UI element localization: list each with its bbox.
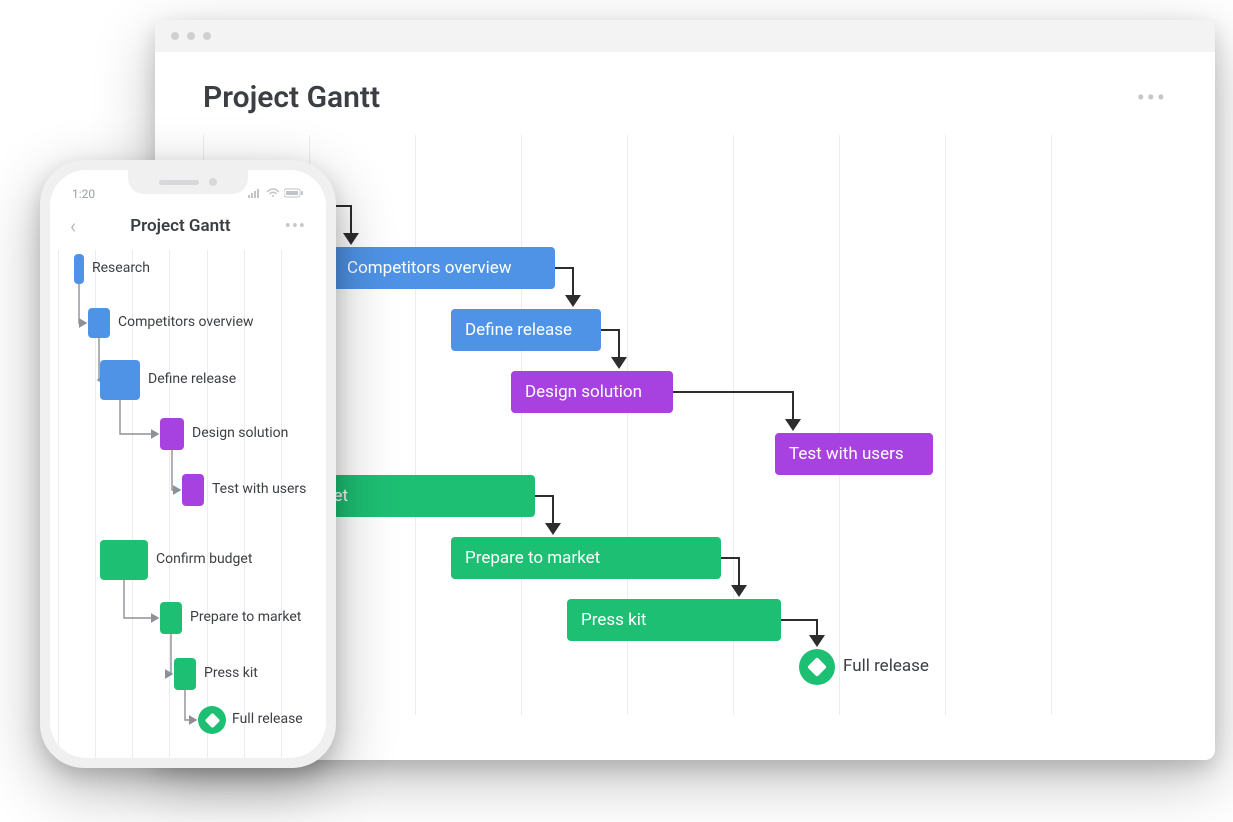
window-zoom-icon[interactable]: [203, 32, 211, 40]
milestone-diamond-icon: [204, 712, 220, 728]
status-indicators: [248, 187, 304, 201]
task-label: Competitors overview: [118, 314, 254, 330]
window-minimize-icon[interactable]: [187, 32, 195, 40]
phone-notch: [128, 170, 248, 194]
signal-icon: [248, 187, 262, 201]
more-menu-icon[interactable]: •••: [1137, 84, 1167, 112]
window-close-icon[interactable]: [171, 32, 179, 40]
task-bar-competitors[interactable]: [88, 308, 110, 338]
task-bar-label: Define release: [465, 320, 572, 340]
task-bar-define[interactable]: Define release: [451, 309, 601, 351]
task-bar-budget[interactable]: [100, 540, 148, 580]
gridline: [281, 250, 318, 758]
milestone-label: Full release: [843, 656, 929, 676]
task-bar-label: Test with users: [789, 444, 904, 464]
wifi-icon: [266, 187, 280, 201]
phone-screen: 1:20 ‹ Project Gantt ••• Research Competi…: [50, 170, 326, 758]
task-bar-define[interactable]: [100, 360, 140, 400]
task-bar-press[interactable]: [174, 658, 196, 690]
camera-icon: [209, 178, 217, 186]
gridline: [945, 135, 1051, 715]
page-title: Project Gantt: [203, 80, 380, 115]
gridline: [415, 135, 521, 715]
task-bar-test[interactable]: Test with users: [775, 433, 933, 475]
back-button[interactable]: ‹: [70, 214, 76, 238]
task-bar-test[interactable]: [182, 474, 204, 506]
task-bar-market[interactable]: Prepare to market: [451, 537, 721, 579]
phone-more-menu-icon[interactable]: •••: [285, 216, 306, 237]
task-label: Prepare to market: [190, 609, 301, 625]
task-label: Press kit: [204, 665, 258, 681]
task-label: Confirm budget: [156, 551, 252, 567]
milestone-release[interactable]: [799, 649, 835, 685]
phone-page-title: Project Gantt: [130, 216, 230, 236]
phone-gantt-chart: Research Competitors overview Define relea…: [58, 250, 318, 758]
gridline: [1051, 135, 1157, 715]
task-bar-research[interactable]: [74, 254, 84, 284]
milestone-label: Full release: [232, 711, 303, 727]
desktop-gantt-chart: ResearchCompetitors overviewDefine relea…: [203, 135, 1167, 715]
task-bar-press[interactable]: Press kit: [567, 599, 781, 641]
window-titlebar: [155, 20, 1215, 52]
task-label: Design solution: [192, 425, 288, 441]
milestone-diamond-icon: [807, 657, 827, 677]
gridline: [839, 135, 945, 715]
task-bar-label: Competitors overview: [347, 258, 512, 278]
speaker-icon: [159, 180, 199, 185]
task-bar-label: Design solution: [525, 382, 642, 402]
status-time: 1:20: [72, 187, 95, 201]
milestone-release[interactable]: [198, 706, 226, 734]
window-header: Project Gantt •••: [155, 52, 1215, 135]
task-bar-design[interactable]: Design solution: [511, 371, 673, 413]
task-bar-market[interactable]: [160, 602, 182, 634]
phone-header: ‹ Project Gantt •••: [50, 208, 326, 250]
task-label: Research: [92, 260, 150, 276]
task-label: Test with users: [212, 481, 306, 497]
task-bar-label: Prepare to market: [465, 548, 600, 568]
task-bar-competitors[interactable]: Competitors overview: [333, 247, 555, 289]
phone-device: 1:20 ‹ Project Gantt ••• Research Competi…: [40, 160, 336, 768]
task-label: Define release: [148, 371, 236, 387]
task-bar-label: Press kit: [581, 610, 646, 630]
battery-icon: [284, 187, 304, 201]
task-bar-design[interactable]: [160, 418, 184, 450]
